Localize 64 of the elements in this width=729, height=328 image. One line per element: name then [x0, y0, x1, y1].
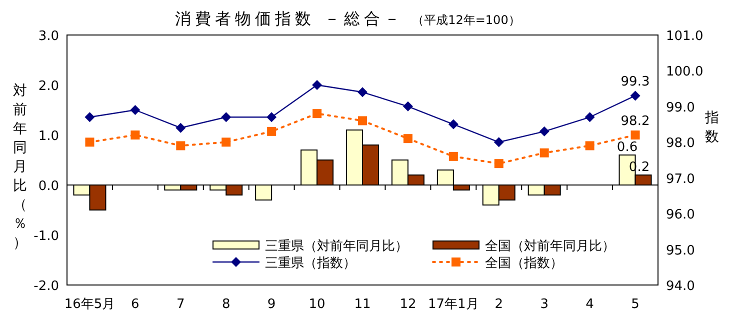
legend-label: 三重県（指数）	[265, 256, 356, 271]
y2-tick-label: 99.0	[666, 100, 695, 116]
point	[85, 138, 94, 147]
point	[585, 141, 594, 150]
y-tick-label: 0.0	[38, 179, 59, 194]
x-tick-label: 9	[267, 297, 276, 312]
point	[403, 134, 412, 144]
legend-label: 全国（対前年同月比）	[485, 238, 615, 254]
point	[176, 122, 186, 133]
x-tick-label: 11	[354, 297, 371, 312]
point	[630, 130, 640, 140]
y-tick-label: 1.0	[38, 129, 59, 144]
point	[448, 119, 458, 130]
point	[402, 101, 413, 112]
legend-label: 全国（指数）	[485, 256, 563, 271]
x-tick-label: 5	[631, 297, 640, 312]
point	[494, 137, 504, 148]
point	[312, 109, 322, 118]
y2-axis-title: 指数	[704, 110, 719, 145]
x-tick-label: 10	[308, 297, 326, 312]
y2-tick-label: 97.0	[666, 172, 695, 187]
x-tick-label: 16年5月	[64, 297, 116, 312]
point	[130, 130, 140, 140]
y2-tick-label: 100.0	[666, 64, 704, 80]
point	[176, 141, 186, 150]
y2-tick-label: 95.0	[666, 243, 695, 258]
point	[448, 152, 458, 161]
x-tick-label: 4	[586, 297, 594, 312]
point	[312, 80, 322, 90]
x-tick-label: 3	[540, 297, 548, 312]
point	[358, 87, 368, 98]
y2-tick-label: 94.0	[666, 279, 695, 294]
y2-tick-label: 96.0	[666, 208, 695, 223]
y2-tick-label: 98.0	[666, 136, 695, 152]
point	[358, 116, 367, 126]
x-tick-label: 8	[222, 297, 230, 312]
point	[539, 126, 550, 136]
y-tick-label: -2.0	[34, 279, 59, 294]
point	[222, 138, 231, 147]
chart-subtitle: （平成12年=100）	[412, 13, 520, 27]
point	[84, 112, 95, 122]
data-label: 0.6	[616, 140, 638, 155]
x-tick-label: 7	[176, 297, 185, 312]
y-tick-label: -1.0	[34, 229, 59, 244]
point	[584, 112, 595, 122]
point	[266, 112, 277, 122]
point	[267, 126, 276, 136]
x-tick-label: 12	[400, 297, 416, 312]
data-label: 99.3	[620, 74, 650, 90]
x-tick-label: 2	[494, 297, 504, 312]
y-tick-label: 2.0	[38, 79, 59, 94]
y-tick-label: 3.0	[38, 29, 59, 44]
legend-label: 三重県（対前年同月比）	[265, 238, 408, 254]
point	[630, 90, 640, 101]
y2-tick-label: 101.0	[666, 29, 704, 44]
point	[130, 105, 140, 115]
point	[494, 159, 504, 168]
point	[540, 148, 549, 158]
x-tick-label: 17年1月	[428, 297, 479, 312]
chart-title: 消費者物価指数 －総合－	[175, 9, 404, 28]
x-tick-label: 6	[131, 297, 140, 312]
point	[221, 112, 232, 122]
text: 対前年同月比（％）	[13, 83, 27, 251]
data-label: 98.2	[620, 114, 650, 129]
